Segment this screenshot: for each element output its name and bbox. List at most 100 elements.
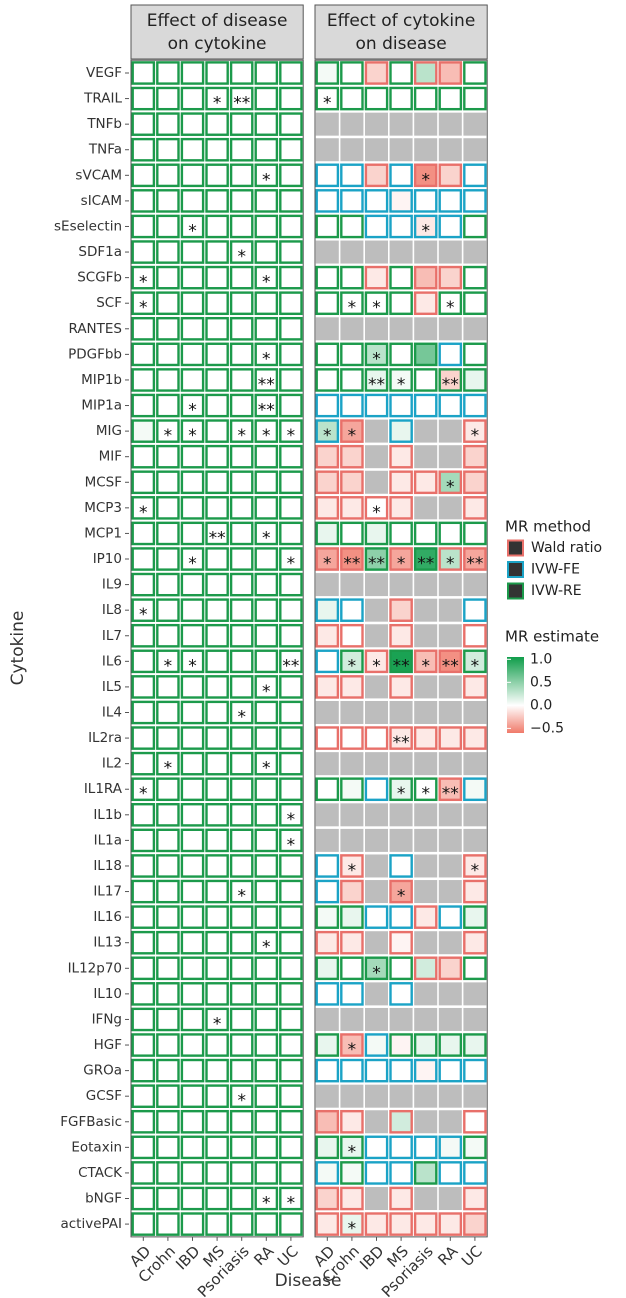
cell [315, 265, 340, 290]
cell [315, 189, 340, 213]
cell [438, 368, 463, 392]
cell [254, 189, 279, 213]
cell [229, 777, 254, 802]
cell [180, 956, 205, 981]
missing-cell [340, 240, 364, 264]
cell [413, 61, 438, 85]
cell [229, 930, 254, 955]
missing-cell [365, 931, 388, 955]
cell [315, 1033, 340, 1057]
y-tick-label: IL1a [94, 832, 122, 848]
cell [131, 265, 156, 290]
significance-label: ** [368, 375, 385, 395]
cell [438, 393, 463, 418]
cell [156, 444, 180, 469]
cell [315, 444, 340, 469]
cell [205, 1186, 229, 1211]
missing-cell [414, 1110, 438, 1134]
legend-swatch [507, 561, 524, 578]
cell [254, 316, 279, 341]
cell [229, 982, 254, 1006]
cell [340, 163, 364, 188]
cell [131, 930, 156, 955]
cell [279, 112, 303, 136]
cell [364, 905, 389, 929]
missing-cell [438, 854, 462, 878]
cell [156, 700, 180, 725]
missing-cell [438, 1084, 462, 1108]
cell [205, 189, 229, 213]
cell [229, 803, 254, 827]
cell [315, 419, 340, 443]
cell [340, 189, 364, 213]
cell [279, 265, 303, 290]
cell [156, 470, 180, 495]
significance-label: * [348, 298, 357, 318]
cell [229, 1135, 254, 1160]
cell [340, 61, 364, 85]
y-tick-label: IL8 [102, 602, 122, 618]
missing-cell [414, 419, 438, 443]
significance-label: ** [233, 94, 250, 114]
cell [131, 623, 156, 648]
missing-cell [365, 419, 388, 443]
missing-cell [365, 470, 388, 494]
cell [180, 521, 205, 546]
significance-label: * [348, 426, 357, 446]
cell [279, 1007, 303, 1032]
cell [156, 854, 180, 878]
y-tick-label: GCSF [86, 1088, 122, 1104]
cell [340, 598, 364, 622]
missing-cell [414, 624, 438, 648]
cell [131, 86, 156, 111]
cell [279, 163, 303, 188]
y-tick-label: IL9 [102, 577, 122, 593]
cell [131, 163, 156, 188]
cell [389, 777, 413, 802]
cell [131, 726, 156, 750]
cell [340, 623, 364, 648]
missing-cell [365, 445, 388, 469]
color-bar-label: 1.0 [530, 651, 552, 667]
cell [340, 930, 364, 955]
cell [279, 342, 303, 367]
cell [315, 470, 340, 495]
significance-label: * [139, 503, 148, 523]
cell [463, 1186, 487, 1211]
cell [315, 547, 340, 571]
missing-cell [365, 112, 388, 136]
missing-cell [463, 317, 487, 341]
y-tick-label: Eotaxin [71, 1139, 122, 1155]
cell [364, 1212, 389, 1236]
cell [254, 240, 279, 264]
cell [413, 1135, 438, 1160]
cell [315, 726, 340, 750]
cell [438, 1161, 463, 1185]
cell [180, 316, 205, 341]
cell [315, 163, 340, 188]
cell [413, 547, 438, 571]
cell [229, 86, 254, 111]
cell [438, 547, 463, 571]
y-tick-label: IL13 [93, 935, 122, 951]
cell [180, 163, 205, 188]
cell [315, 496, 340, 520]
cell [229, 291, 254, 316]
cell [254, 444, 279, 469]
cell [315, 1186, 340, 1211]
cell [205, 496, 229, 520]
cell [205, 675, 229, 699]
cell [389, 265, 413, 290]
cell [131, 598, 156, 622]
cell [131, 1033, 156, 1057]
cell [180, 61, 205, 85]
cell [254, 1135, 279, 1160]
significance-label: ** [343, 554, 360, 574]
y-tick-label: IL4 [102, 704, 122, 720]
cell [156, 598, 180, 622]
cell [156, 905, 180, 929]
significance-label: * [372, 963, 381, 983]
cell [340, 265, 364, 290]
cell [156, 726, 180, 750]
significance-label: * [139, 273, 148, 293]
